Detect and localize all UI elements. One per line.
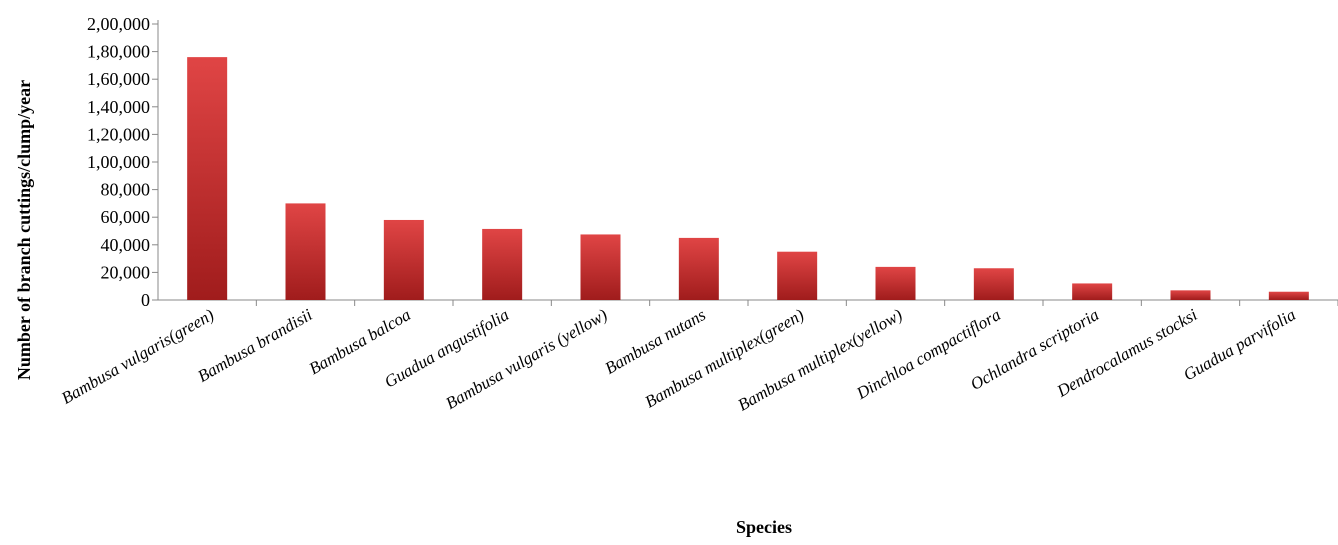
y-tick-label: 1,40,000 bbox=[87, 97, 150, 117]
y-tick-label: 2,00,000 bbox=[87, 14, 150, 34]
bar bbox=[1170, 290, 1211, 300]
y-tick-label: 60,000 bbox=[101, 207, 151, 227]
y-tick-label: 40,000 bbox=[101, 235, 151, 255]
bar bbox=[1072, 283, 1113, 300]
bar bbox=[285, 203, 326, 300]
bar bbox=[580, 234, 621, 300]
bar bbox=[875, 266, 916, 300]
x-tick-label: Guadua parvifolia bbox=[1180, 305, 1299, 385]
bar bbox=[777, 251, 818, 300]
y-tick-label: 1,80,000 bbox=[87, 42, 150, 62]
y-axis-title: Number of branch cuttings/clump/year bbox=[14, 80, 34, 380]
x-tick-label: Bambusa multiplex(yellow) bbox=[734, 305, 905, 415]
y-tick-label: 80,000 bbox=[101, 180, 151, 200]
x-tick-label: Bambusa vulgaris (yellow) bbox=[442, 305, 610, 413]
y-tick-label: 1,00,000 bbox=[87, 152, 150, 172]
y-tick-label: 20,000 bbox=[101, 262, 151, 282]
x-axis-title: Species bbox=[736, 517, 792, 537]
y-tick-label: 1,20,000 bbox=[87, 124, 150, 144]
y-axis-ticks: 0 20,000 40,000 60,000 80,000 1,00,000 1,20,00… bbox=[87, 14, 158, 310]
y-tick-label: 0 bbox=[141, 290, 150, 310]
bar bbox=[678, 237, 719, 300]
axes bbox=[157, 20, 1338, 301]
x-tick-label: Bambusa vulgaris(green) bbox=[58, 305, 217, 408]
bar bbox=[383, 219, 424, 300]
bar bbox=[1268, 291, 1309, 300]
x-axis-ticks: Bambusa vulgaris(green)Bambusa brandisii… bbox=[58, 300, 1338, 415]
bar bbox=[482, 228, 523, 300]
bar bbox=[187, 57, 228, 301]
x-tick-label: Bambusa multiplex(green) bbox=[642, 305, 808, 412]
y-tick-label: 1,60,000 bbox=[87, 69, 150, 89]
bar bbox=[973, 268, 1014, 300]
bars bbox=[187, 57, 1309, 301]
